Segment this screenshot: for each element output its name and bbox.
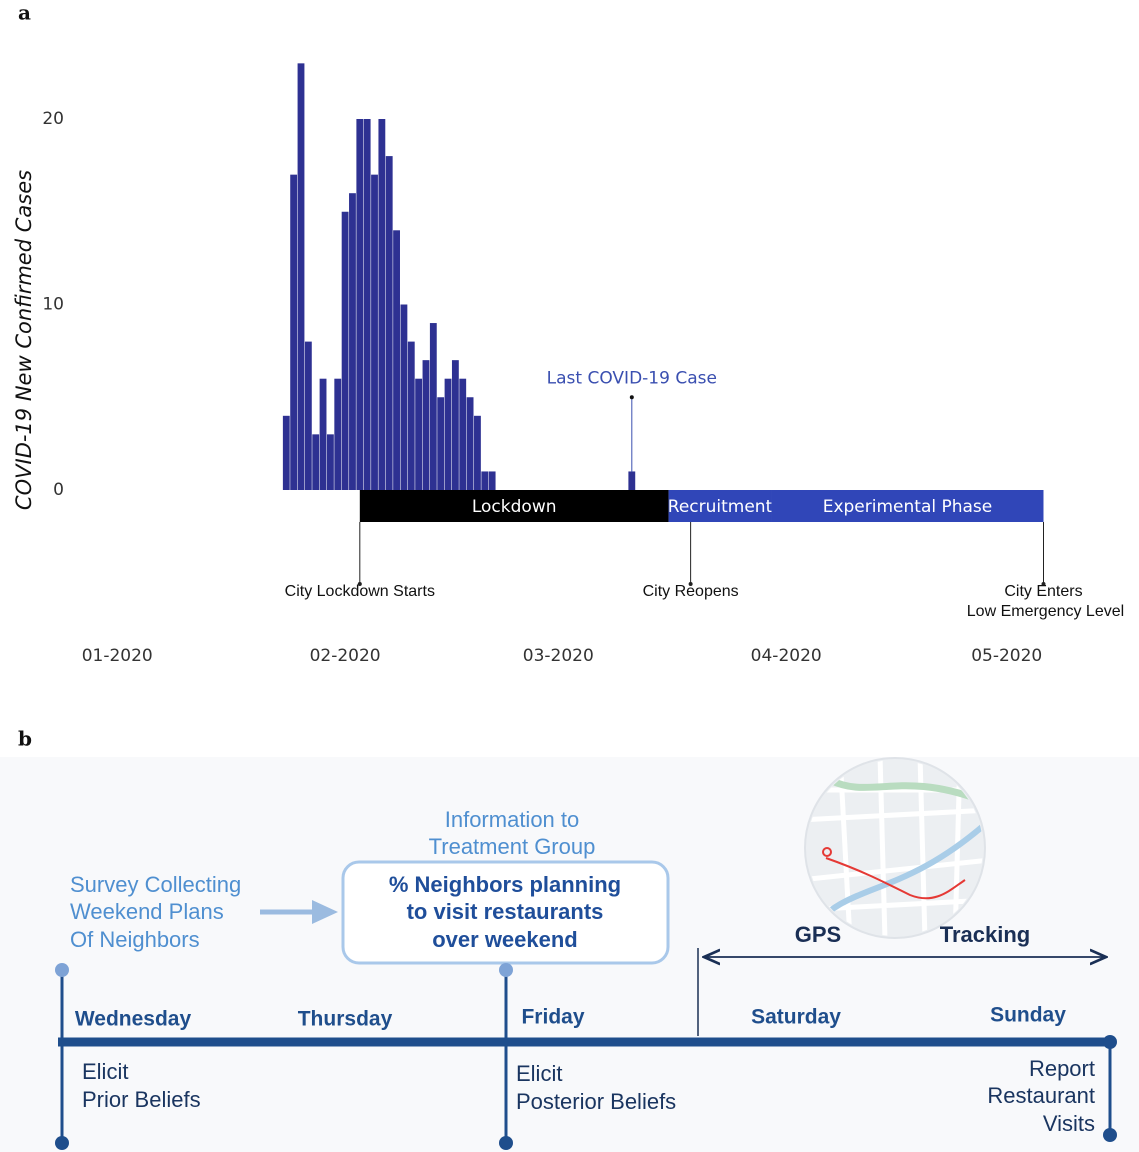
- bar: [334, 379, 341, 490]
- bar: [393, 230, 400, 490]
- bar: [474, 416, 481, 490]
- day-label: Saturday: [751, 1006, 841, 1029]
- marker-dot: [1103, 1128, 1117, 1142]
- bar: [437, 397, 444, 490]
- y-tick-label: 20: [42, 109, 64, 129]
- note: Prior Beliefs: [82, 1087, 201, 1112]
- bar: [445, 379, 452, 490]
- bar: [408, 342, 415, 490]
- note: Elicit: [516, 1061, 562, 1086]
- y-tick-label: 10: [42, 295, 64, 315]
- bar: [356, 119, 363, 490]
- bar: [312, 434, 319, 490]
- period-label: Experimental Phase: [823, 497, 993, 517]
- bar: [415, 379, 422, 490]
- chart-area: COVID-19 New Confirmed Cases 0 10 20 01-2020…: [12, 63, 1124, 666]
- survey-label: Weekend Plans: [70, 899, 224, 924]
- diagram: Information to Treatment Group Survey Co…: [0, 755, 1139, 1152]
- event-label: Low Emergency Level: [967, 603, 1124, 620]
- note: Posterior Beliefs: [516, 1089, 676, 1114]
- x-tick-label: 03-2020: [523, 646, 594, 666]
- bar: [320, 379, 327, 490]
- bar: [489, 471, 496, 490]
- info-label: Treatment Group: [429, 834, 596, 859]
- marker-dot: [499, 963, 513, 977]
- day-label: Wednesday: [75, 1008, 192, 1031]
- y-axis-label: COVID-19 New Confirmed Cases: [12, 170, 36, 510]
- bar: [327, 434, 334, 490]
- annotation-dot: [630, 395, 634, 399]
- bar: [452, 360, 459, 490]
- bar: [628, 471, 635, 490]
- annotation-label: Last COVID-19 Case: [547, 368, 717, 388]
- note: Report: [1029, 1056, 1095, 1081]
- y-tick-label: 0: [53, 480, 64, 500]
- event-label: City Lockdown Starts: [285, 583, 435, 600]
- bar: [467, 397, 474, 490]
- bar: [378, 119, 385, 490]
- event-label: City Enters: [1004, 583, 1082, 600]
- marker-dot: [55, 1136, 69, 1150]
- survey-label: Of Neighbors: [70, 927, 200, 952]
- bar: [283, 416, 290, 490]
- note: Restaurant: [987, 1083, 1095, 1108]
- figure: a b COVID-19 New Confirmed Cases 0 10 20 01-…: [0, 0, 1139, 1152]
- bar: [401, 305, 408, 491]
- bar: [349, 193, 356, 490]
- marker-dot: [1103, 1035, 1117, 1049]
- gps-label: GPS: [795, 922, 841, 947]
- period-label: Lockdown: [472, 497, 557, 517]
- note: Elicit: [82, 1059, 128, 1084]
- day-label: Friday: [521, 1006, 584, 1029]
- marker-dot: [499, 1136, 513, 1150]
- bar: [386, 156, 393, 490]
- x-tick-label: 01-2020: [82, 646, 153, 666]
- bar: [290, 175, 297, 490]
- bar: [364, 119, 371, 490]
- note: Visits: [1043, 1111, 1095, 1136]
- panel-label: b: [18, 727, 32, 751]
- bar: [305, 342, 312, 490]
- bar: [459, 379, 466, 490]
- event-label: City Reopens: [643, 583, 739, 600]
- bar: [481, 471, 488, 490]
- x-tick-label: 04-2020: [751, 646, 822, 666]
- x-tick-label: 02-2020: [310, 646, 381, 666]
- panel-label: a: [18, 1, 31, 25]
- day-label: Thursday: [298, 1008, 393, 1031]
- bar: [342, 212, 349, 490]
- day-label: Sunday: [990, 1004, 1066, 1027]
- info-label: Information to: [445, 807, 580, 832]
- box-text: % Neighbors planning: [389, 872, 621, 897]
- box-text: to visit restaurants: [407, 899, 604, 924]
- bar: [430, 323, 437, 490]
- period-label: Recruitment: [668, 497, 773, 517]
- bar: [371, 175, 378, 490]
- gps-label: Tracking: [940, 922, 1030, 947]
- x-tick-label: 05-2020: [971, 646, 1042, 666]
- bar: [298, 63, 305, 490]
- survey-label: Survey Collecting: [70, 872, 241, 897]
- marker-dot: [55, 963, 69, 977]
- box-text: over weekend: [432, 927, 578, 952]
- bar: [423, 360, 430, 490]
